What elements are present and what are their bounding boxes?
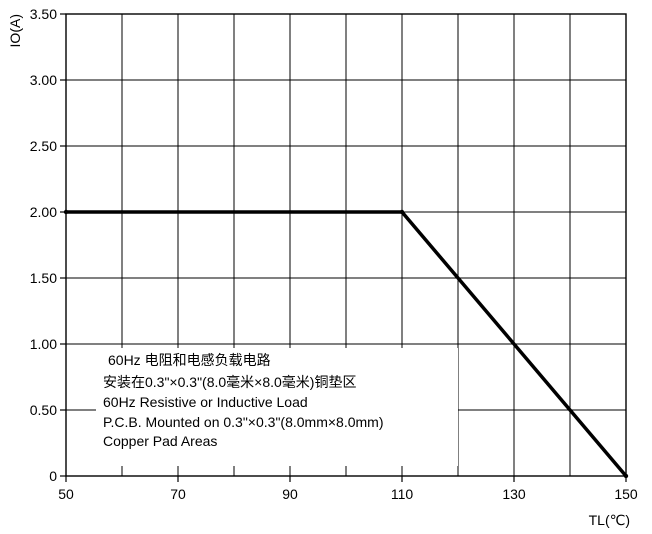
x-tick-label: 70 bbox=[170, 486, 186, 502]
annotation-line: 安装在0.3"×0.3"(8.0毫米×8.0毫米)铜垫区 bbox=[103, 374, 356, 390]
y-tick-label: 3.00 bbox=[30, 72, 57, 88]
annotation-line: Copper Pad Areas bbox=[103, 433, 217, 449]
y-axis-label: IO(A) bbox=[7, 14, 23, 47]
y-tick-label: 2.50 bbox=[30, 138, 57, 154]
x-tick-label: 130 bbox=[502, 486, 526, 502]
y-tick-label: 2.00 bbox=[30, 204, 57, 220]
y-tick-label: 1.00 bbox=[30, 336, 57, 352]
annotation-line: 60Hz Resistive or Inductive Load bbox=[103, 394, 308, 410]
y-tick-label: 0.50 bbox=[30, 402, 57, 418]
x-axis-label: TL(℃) bbox=[589, 512, 630, 528]
y-tick-label: 1.50 bbox=[30, 270, 57, 286]
y-tick-label: 0 bbox=[49, 468, 57, 484]
data-point bbox=[399, 209, 405, 215]
annotation-text: 60Hz 电阻和电感负载电路安装在0.3"×0.3"(8.0毫米×8.0毫米)铜… bbox=[103, 352, 384, 449]
x-axis-ticks: 50 70 90 110 130 150 bbox=[58, 476, 638, 502]
x-tick-label: 110 bbox=[391, 486, 414, 502]
y-axis-ticks: 0 0.50 1.00 1.50 2.00 2.50 3.00 3.50 bbox=[30, 6, 66, 484]
x-tick-label: 50 bbox=[58, 486, 74, 502]
x-tick-label: 90 bbox=[282, 486, 298, 502]
annotation-line: 60Hz 电阻和电感负载电路 bbox=[108, 352, 271, 368]
annotation-box bbox=[96, 348, 458, 466]
annotation-line: P.C.B. Mounted on 0.3"×0.3"(8.0mm×8.0mm) bbox=[103, 414, 384, 430]
y-tick-label: 3.50 bbox=[30, 6, 57, 22]
plot-frame bbox=[65, 13, 627, 477]
x-tick-label: 150 bbox=[614, 486, 638, 502]
